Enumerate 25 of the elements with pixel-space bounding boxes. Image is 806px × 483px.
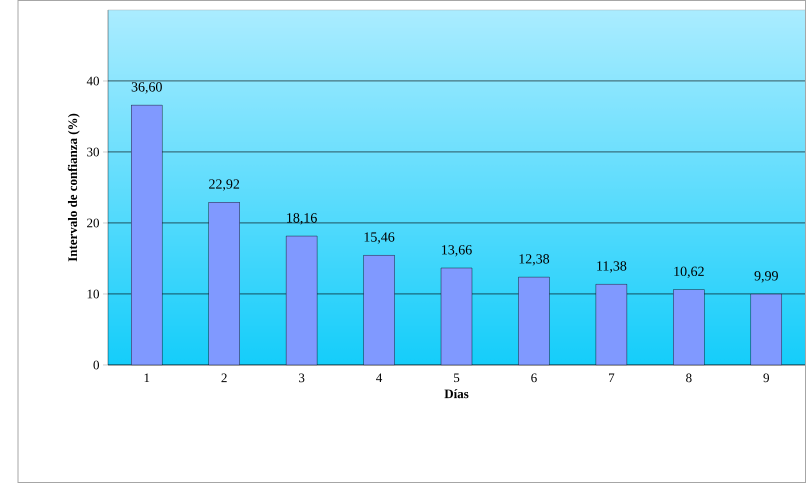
data-label: 36,60	[132, 82, 162, 94]
x-tick-label: 6	[531, 374, 537, 382]
data-label: 12,38	[519, 254, 550, 266]
x-axis-title: Días	[444, 389, 468, 398]
x-tick-label: 1	[144, 374, 150, 382]
data-label: 15,46	[364, 232, 394, 244]
y-tick-label: 40	[86, 76, 99, 86]
y-tick-label: 0	[94, 360, 99, 370]
y-axis-title: Intervalo de confianza (%)	[68, 114, 80, 262]
x-tick-label: 4	[376, 374, 382, 382]
y-tick-label: 10	[88, 290, 99, 298]
data-label: 11,38	[597, 261, 626, 273]
x-tick-label: 2	[222, 374, 227, 382]
x-tick-label: 8	[686, 374, 692, 382]
data-label: 22,92	[209, 179, 240, 191]
data-label: 9,99	[754, 271, 778, 283]
x-tick-label: 5	[454, 374, 460, 382]
x-tick-label: 3	[299, 374, 304, 382]
x-tick-label: 7	[609, 374, 614, 382]
data-label: 18,16	[287, 213, 317, 225]
data-label: 13,66	[442, 245, 472, 256]
y-tick-label: 30	[87, 148, 99, 156]
data-label: 10,62	[674, 266, 704, 278]
x-tick-label: 9	[763, 374, 769, 382]
y-tick-label: 20	[87, 218, 99, 228]
